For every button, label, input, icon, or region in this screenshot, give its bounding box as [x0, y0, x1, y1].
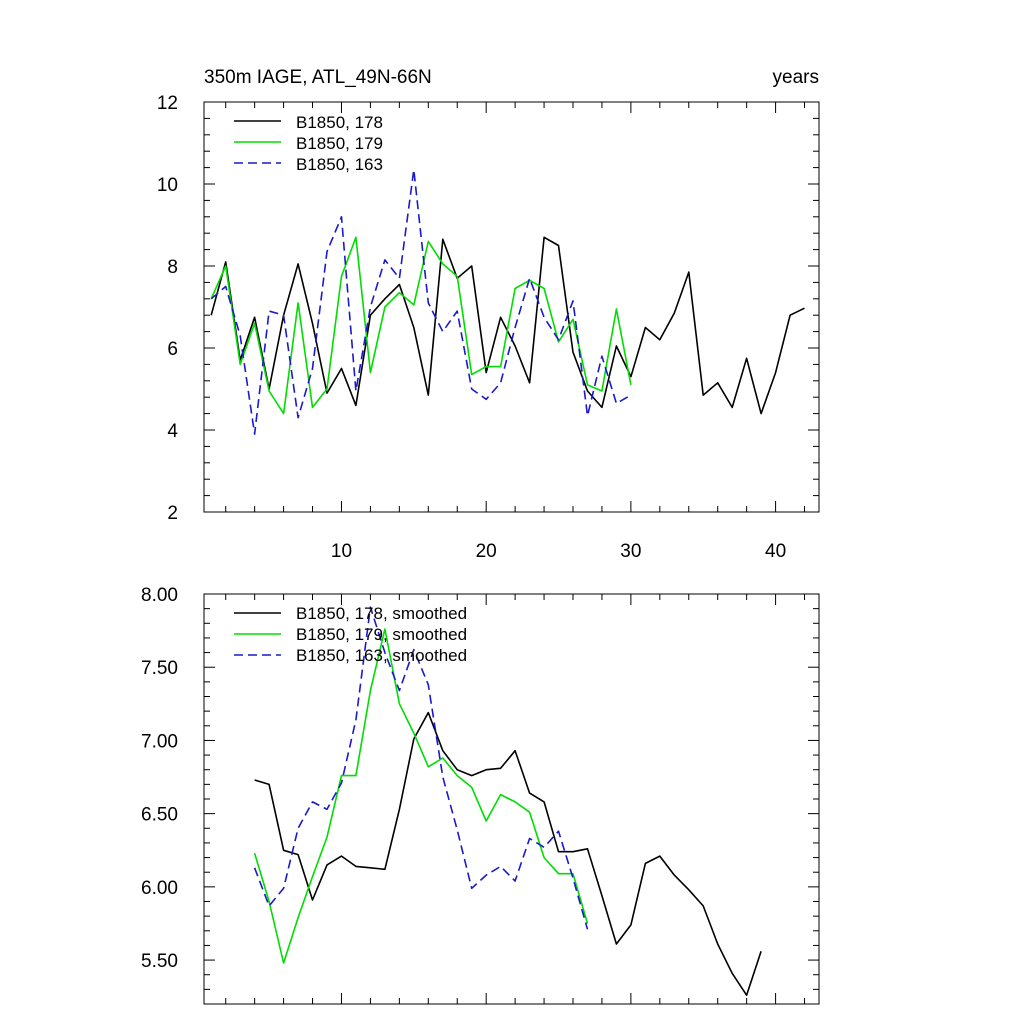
series-line-b1850-179	[210, 236, 632, 415]
y-tick-label: 12	[157, 93, 178, 114]
top-plot-frame	[203, 101, 820, 513]
y-tick-label: 6.50	[141, 805, 178, 826]
top-legend: B1850, 178 B1850, 179 B1850, 163	[234, 113, 383, 174]
top-panel-units-label: years	[773, 67, 819, 88]
bottom-panel: 5.50 6.00 6.50 7.00 7.50 8.00 B1850, 178, smo…	[141, 585, 820, 1005]
series-line-b1850-163-smoothed	[253, 606, 589, 930]
y-tick-label: 6	[167, 339, 178, 360]
legend-label-178-smoothed: B1850, 178, smoothed	[296, 604, 467, 623]
top-panel: 350m IAGE, ATL_49N-66N years 10 20 30 40 2 4 6…	[157, 67, 820, 562]
legend-label-179: B1850, 179	[296, 134, 383, 153]
series-line-b1850-179-smoothed	[253, 628, 589, 964]
bottom-series-group	[253, 606, 762, 997]
y-tick-label: 5.50	[141, 951, 178, 972]
legend-label-163-smoothed: B1850, 163, smoothed	[296, 646, 467, 665]
legend-label-163: B1850, 163	[296, 155, 383, 174]
top-axis-ticks: 10 20 30 40 2 4 6 8 10 12	[157, 93, 819, 562]
bottom-legend: B1850, 178, smoothed B1850, 179, smoothe…	[234, 604, 467, 665]
bottom-axis-ticks: 5.50 6.00 6.50 7.00 7.50 8.00	[141, 585, 819, 1005]
y-tick-label: 7.50	[141, 658, 178, 679]
series-line-b1850-163	[210, 168, 632, 435]
y-tick-label: 8	[167, 257, 178, 278]
y-tick-label: 10	[157, 175, 178, 196]
x-tick-label: 40	[765, 541, 786, 562]
x-tick-label: 30	[620, 541, 641, 562]
y-tick-label: 7.00	[141, 731, 178, 752]
legend-label-179-smoothed: B1850, 179, smoothed	[296, 625, 467, 644]
top-series-group	[210, 168, 805, 435]
y-tick-label: 6.00	[141, 878, 178, 899]
top-panel-title: 350m IAGE, ATL_49N-66N	[204, 67, 432, 88]
legend-label-178: B1850, 178	[296, 113, 383, 132]
y-tick-label: 8.00	[141, 585, 178, 606]
y-tick-label: 4	[167, 421, 178, 442]
y-tick-label: 2	[167, 503, 178, 524]
x-tick-label: 20	[476, 541, 497, 562]
x-tick-label: 10	[331, 541, 352, 562]
series-line-b1850-178-smoothed	[254, 711, 762, 997]
